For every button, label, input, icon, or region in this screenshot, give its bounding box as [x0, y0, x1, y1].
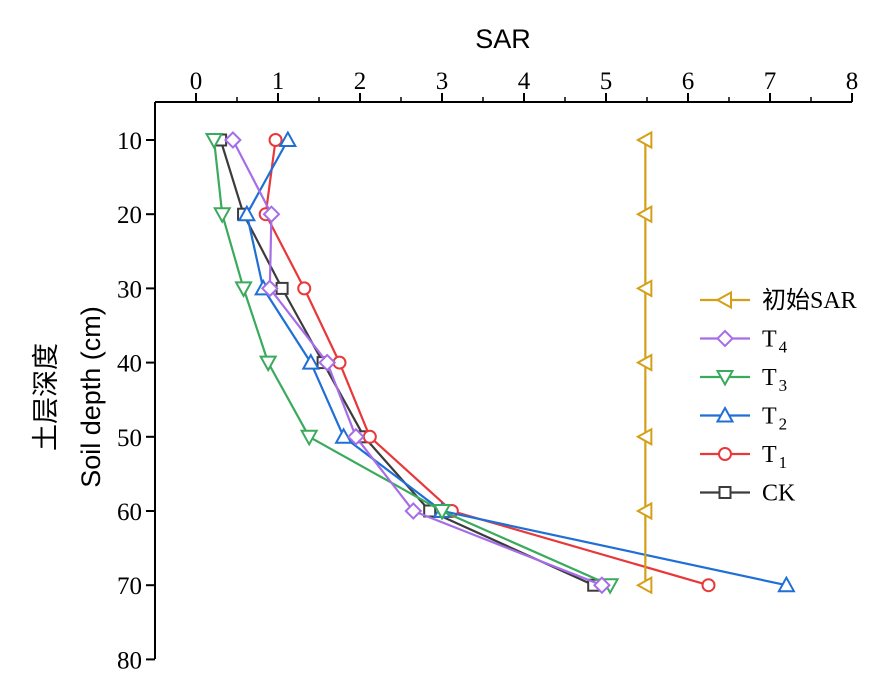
y-tick-label: 70 — [117, 573, 142, 600]
x-tick-label: 5 — [600, 68, 613, 95]
x-tick-label: 3 — [436, 68, 449, 95]
data-point — [777, 575, 796, 593]
data-point — [432, 504, 452, 521]
x-tick-label: 8 — [846, 68, 859, 95]
data-point — [301, 353, 320, 370]
data-point — [260, 279, 279, 298]
legend-item: CK — [700, 481, 796, 507]
data-point — [299, 429, 319, 447]
y-axis-title-cn: 土层深度 — [31, 343, 61, 451]
legend-marker — [716, 329, 734, 348]
legend: 初始SAR T 4 T 3 T 2 T 1 CK — [700, 287, 857, 507]
series-T4 — [223, 131, 611, 595]
y-tick-label: 20 — [117, 202, 142, 229]
data-point — [213, 207, 232, 224]
legend-marker — [715, 370, 735, 387]
y-tick-label: 40 — [117, 351, 142, 378]
y-tick-label: 80 — [117, 647, 142, 674]
legend-label: CK — [762, 481, 796, 507]
x-tick-label: 1 — [272, 68, 285, 95]
legend-marker — [715, 290, 732, 310]
legend-marker — [718, 486, 732, 499]
series-layer — [204, 130, 796, 595]
data-point — [362, 429, 377, 444]
legend-marker — [718, 447, 732, 461]
data-point — [262, 205, 281, 224]
data-point — [635, 279, 653, 298]
data-point — [635, 576, 653, 595]
y-tick-label: 60 — [117, 499, 142, 526]
data-point — [204, 133, 224, 150]
x-axis-title: SAR — [475, 24, 531, 54]
x-tick-label: 6 — [682, 68, 695, 95]
data-point — [234, 281, 253, 298]
data-point — [318, 353, 337, 372]
x-tick-label: 2 — [354, 68, 367, 95]
data-point — [334, 427, 353, 444]
data-point — [635, 205, 653, 224]
x-tick-label: 7 — [764, 68, 777, 95]
data-point — [592, 576, 611, 595]
y-axis-ticks: 10 20 30 40 50 60 70 80 — [117, 128, 155, 674]
data-point — [268, 133, 283, 147]
axes — [154, 101, 852, 659]
legend-label: 初始SAR — [762, 287, 857, 314]
legend-item: 初始SAR — [700, 287, 857, 314]
legend-marker — [715, 405, 735, 423]
data-point — [223, 131, 242, 149]
data-point — [635, 427, 653, 446]
data-point — [297, 281, 312, 296]
data-point — [278, 130, 298, 147]
y-tick-label: 50 — [117, 425, 142, 452]
data-point — [258, 355, 278, 373]
series-初始SAR — [635, 130, 653, 595]
data-point — [237, 204, 257, 222]
x-tick-label: 0 — [190, 68, 203, 95]
data-point — [635, 353, 653, 372]
data-point — [635, 501, 653, 521]
x-axis-ticks: 0 1 2 3 4 5 6 7 8 — [190, 68, 859, 102]
y-tick-label: 10 — [117, 128, 142, 155]
series-line — [219, 139, 595, 587]
x-tick-label: 4 — [518, 68, 531, 95]
data-point — [346, 427, 365, 446]
y-axis-title-en: Soil depth (cm) — [76, 306, 106, 488]
series-line — [231, 139, 603, 587]
data-point — [404, 502, 423, 520]
series-T3 — [204, 133, 620, 595]
data-point — [635, 130, 653, 150]
y-tick-label: 30 — [117, 276, 142, 303]
data-point — [701, 578, 716, 593]
